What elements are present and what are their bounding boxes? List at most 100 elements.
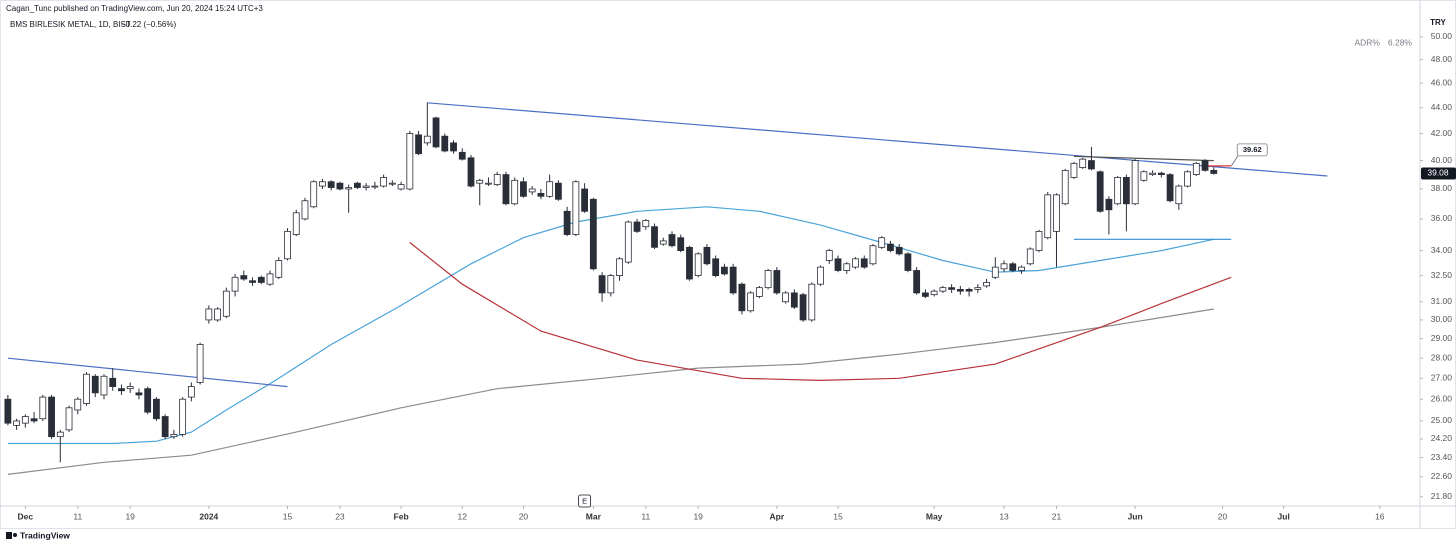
candle-body — [1018, 266, 1025, 271]
candle-body — [1044, 194, 1052, 239]
candle-body — [624, 221, 632, 263]
earnings-label: E — [582, 496, 587, 505]
candle-body — [572, 181, 580, 235]
candle-body — [747, 292, 755, 312]
candle-body — [135, 392, 143, 396]
candle-body — [231, 276, 239, 292]
candle-body — [91, 375, 99, 394]
overlay-line — [1073, 155, 1214, 162]
candle-body — [56, 431, 64, 438]
candle-body — [1114, 177, 1122, 205]
candle-body — [249, 280, 256, 283]
candle-body — [790, 292, 798, 308]
candle-body — [441, 135, 449, 152]
candle-body — [284, 230, 291, 260]
y-tick-label: 42.00 — [1431, 128, 1453, 138]
candle-body — [502, 174, 510, 205]
candle-body — [1000, 263, 1008, 270]
y-tick-label: 28.00 — [1431, 352, 1453, 362]
x-tick-label: 20 — [1218, 511, 1228, 521]
candle-body — [1201, 160, 1209, 171]
frame — [0, 0, 1456, 529]
candle-body — [1088, 160, 1095, 170]
candle-body — [476, 179, 484, 184]
candle-body — [1105, 198, 1113, 211]
currency-label: TRY — [1430, 18, 1446, 27]
overlay-line — [7, 357, 288, 388]
candle-body — [825, 250, 833, 261]
x-tick-label: 13 — [999, 511, 1009, 521]
candle-body — [266, 273, 274, 285]
candle-body — [345, 187, 353, 190]
candle-body — [642, 220, 650, 228]
candle-body — [65, 407, 73, 431]
candle-body — [406, 133, 414, 190]
x-tick-label: 15 — [283, 511, 293, 521]
candle-body — [485, 182, 492, 185]
y-tick-label: 26.00 — [1431, 393, 1453, 403]
y-tick-label: 22.60 — [1431, 471, 1453, 481]
y-tick-label: 27.00 — [1431, 373, 1453, 383]
candle-body — [39, 396, 47, 420]
candle-body — [1053, 194, 1060, 232]
candle-body — [546, 181, 554, 197]
x-tick-label: May — [926, 511, 943, 521]
candle-body — [554, 182, 562, 200]
candle-body — [292, 212, 300, 235]
candle-body — [782, 292, 789, 303]
x-tick-label: Mar — [586, 511, 602, 521]
candle-body — [4, 398, 12, 424]
candle-body — [948, 287, 956, 290]
candle-body — [83, 373, 90, 404]
candle-body — [808, 283, 816, 321]
x-tick-label: Jun — [1128, 511, 1143, 521]
candle-body — [703, 246, 711, 265]
last-price-tag — [1421, 167, 1456, 180]
candle-body — [668, 234, 676, 247]
candle-body — [432, 117, 440, 148]
candle-body — [694, 253, 702, 276]
y-tick-label: 32.50 — [1431, 270, 1453, 280]
candle-body — [895, 246, 903, 255]
candle-body — [1157, 172, 1165, 175]
candle-body — [319, 181, 326, 187]
candle-body — [205, 308, 213, 321]
candle-body — [860, 258, 868, 268]
candle-body — [415, 134, 422, 155]
y-tick-label: 38.00 — [1431, 183, 1453, 193]
candle-body — [598, 275, 606, 294]
candle-body — [1009, 263, 1017, 271]
plot-area — [4, 102, 1328, 475]
candle-body — [1149, 172, 1157, 175]
x-tick-label: 16 — [1375, 511, 1385, 521]
y-tick-label: 36.00 — [1431, 213, 1453, 223]
candle-body — [1192, 162, 1200, 175]
candle-body — [126, 386, 134, 390]
x-tick-label: 12 — [458, 511, 468, 521]
y-tick-label: 50.00 — [1431, 31, 1453, 41]
x-tick-label: 15 — [833, 511, 843, 521]
candle-body — [834, 258, 842, 271]
x-tick-label: 19 — [125, 511, 135, 521]
candle-body — [13, 420, 21, 426]
candle-body — [956, 288, 964, 292]
candle-body — [30, 418, 38, 422]
candle-body — [852, 258, 859, 268]
candle-body — [240, 275, 248, 280]
candle-body — [974, 287, 982, 290]
x-tick-label: 21 — [1052, 511, 1062, 521]
candle-body — [817, 266, 824, 285]
x-tick-label: 11 — [641, 511, 650, 521]
candle-body — [581, 188, 589, 212]
candle-body — [1122, 177, 1130, 205]
candle-body — [397, 184, 405, 190]
candle-body — [423, 135, 431, 144]
candle-body — [729, 266, 737, 294]
candle-body — [1131, 160, 1139, 205]
indicator-label: ADR% — [1354, 37, 1380, 47]
candle-body — [354, 182, 361, 188]
candle-body — [520, 181, 527, 197]
candle-body — [161, 416, 169, 438]
candle-body — [1140, 171, 1148, 181]
